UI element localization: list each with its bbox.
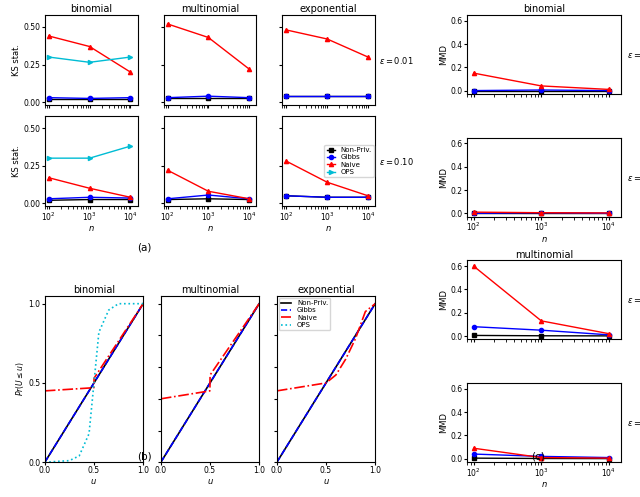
Text: $\varepsilon = 0.10$: $\varepsilon = 0.10$ — [627, 171, 640, 183]
X-axis label: $n$: $n$ — [88, 224, 95, 233]
Title: binomial: binomial — [70, 4, 112, 14]
Title: binomial: binomial — [523, 4, 565, 14]
Title: exponential: exponential — [297, 285, 355, 295]
X-axis label: $n$: $n$ — [541, 480, 547, 489]
Title: multinomial: multinomial — [181, 4, 239, 14]
Title: exponential: exponential — [300, 4, 358, 14]
Text: $\varepsilon = 0.10$: $\varepsilon = 0.10$ — [379, 156, 413, 166]
Text: $\varepsilon = 0.01$: $\varepsilon = 0.01$ — [379, 55, 413, 66]
Y-axis label: MMD: MMD — [439, 412, 448, 433]
Text: $\varepsilon = 0.10$: $\varepsilon = 0.10$ — [627, 417, 640, 428]
Legend: Non-Priv., Gibbs, Naive, OPS: Non-Priv., Gibbs, Naive, OPS — [324, 145, 374, 177]
X-axis label: $n$: $n$ — [207, 224, 213, 233]
Text: $\varepsilon = 0.01$: $\varepsilon = 0.01$ — [627, 294, 640, 306]
Y-axis label: MMD: MMD — [439, 166, 448, 188]
X-axis label: $n$: $n$ — [541, 235, 547, 244]
Title: multinomial: multinomial — [181, 285, 239, 295]
Y-axis label: MMD: MMD — [439, 289, 448, 311]
Title: multinomial: multinomial — [515, 249, 573, 259]
Text: $\varepsilon = 0.01$: $\varepsilon = 0.01$ — [627, 49, 640, 60]
X-axis label: $n$: $n$ — [325, 224, 332, 233]
Text: (c): (c) — [531, 452, 545, 462]
Y-axis label: MMD: MMD — [439, 44, 448, 65]
X-axis label: $u$: $u$ — [90, 477, 97, 486]
Legend: Non-Priv., Gibbs, Naive, OPS: Non-Priv., Gibbs, Naive, OPS — [279, 298, 330, 330]
Y-axis label: KS stat.: KS stat. — [12, 44, 21, 76]
Text: (a): (a) — [137, 243, 151, 253]
Title: binomial: binomial — [73, 285, 115, 295]
Y-axis label: $Pr(U \leq u)$: $Pr(U \leq u)$ — [13, 362, 26, 397]
Text: (b): (b) — [137, 452, 151, 462]
X-axis label: $u$: $u$ — [323, 477, 330, 486]
Y-axis label: KS stat.: KS stat. — [12, 145, 21, 177]
X-axis label: $u$: $u$ — [207, 477, 214, 486]
